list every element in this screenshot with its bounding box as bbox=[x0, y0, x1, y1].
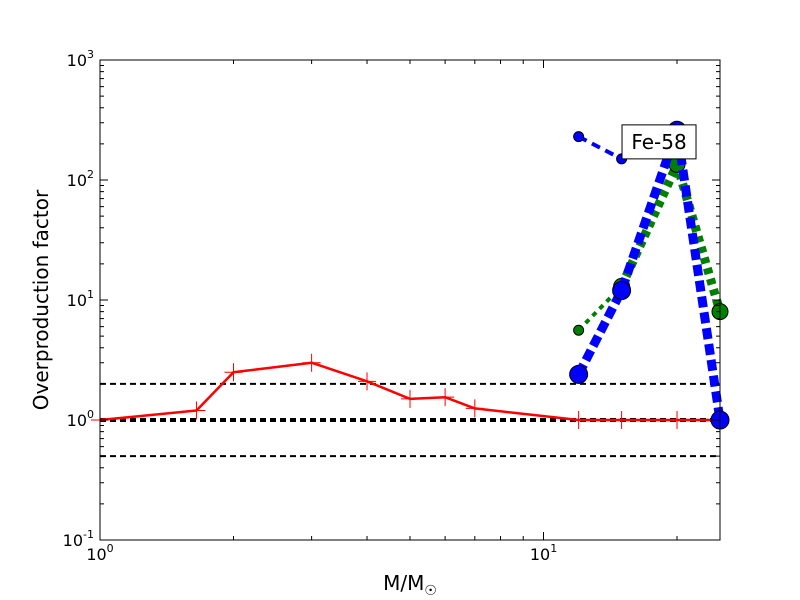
series-line bbox=[574, 125, 725, 421]
x-axis-label-sub: ☉ bbox=[424, 583, 437, 599]
y-tick-base: 10 bbox=[67, 51, 87, 70]
y-tick-base: 10 bbox=[67, 411, 87, 430]
x-axis-label: M/M☉ bbox=[383, 571, 437, 599]
annotation-box bbox=[621, 124, 697, 160]
annotation: Fe-58 bbox=[621, 124, 697, 160]
x-tick-base: 10 bbox=[86, 545, 106, 564]
data-point bbox=[612, 280, 632, 300]
x-tick-base: 10 bbox=[530, 545, 550, 564]
series-line bbox=[99, 361, 720, 422]
y-tick-exponent: 3 bbox=[87, 48, 94, 61]
y-tick-label: 10-1 bbox=[63, 528, 94, 550]
x-axis-label-main: M/M bbox=[383, 571, 424, 595]
data-point bbox=[573, 131, 585, 143]
annotation-label: Fe-58 bbox=[631, 130, 686, 154]
y-tick-label: 100 bbox=[67, 408, 94, 430]
y-tick-label: 103 bbox=[67, 48, 94, 70]
x-tick-exponent: 1 bbox=[550, 542, 557, 555]
y-tick-base: 10 bbox=[67, 291, 87, 310]
x-tick-label: 101 bbox=[530, 542, 557, 564]
y-tick-label: 101 bbox=[67, 288, 94, 310]
x-tick-exponent: 0 bbox=[107, 542, 114, 555]
data-point bbox=[569, 364, 589, 384]
y-tick-exponent: -1 bbox=[83, 528, 94, 541]
reference-lines bbox=[100, 382, 720, 458]
y-tick-base: 10 bbox=[67, 171, 87, 190]
y-tick-label: 102 bbox=[67, 168, 94, 190]
y-tick-exponent: 0 bbox=[87, 408, 94, 421]
y-tick-base: 10 bbox=[63, 531, 83, 550]
y-tick-exponent: 2 bbox=[87, 168, 94, 181]
data-point bbox=[573, 324, 585, 336]
x-tick-label: 100 bbox=[86, 542, 113, 564]
series-line bbox=[577, 134, 623, 161]
series-0 bbox=[91, 353, 729, 429]
y-axis-label: Overproduction factor bbox=[29, 189, 53, 410]
y-tick-exponent: 1 bbox=[87, 288, 94, 301]
